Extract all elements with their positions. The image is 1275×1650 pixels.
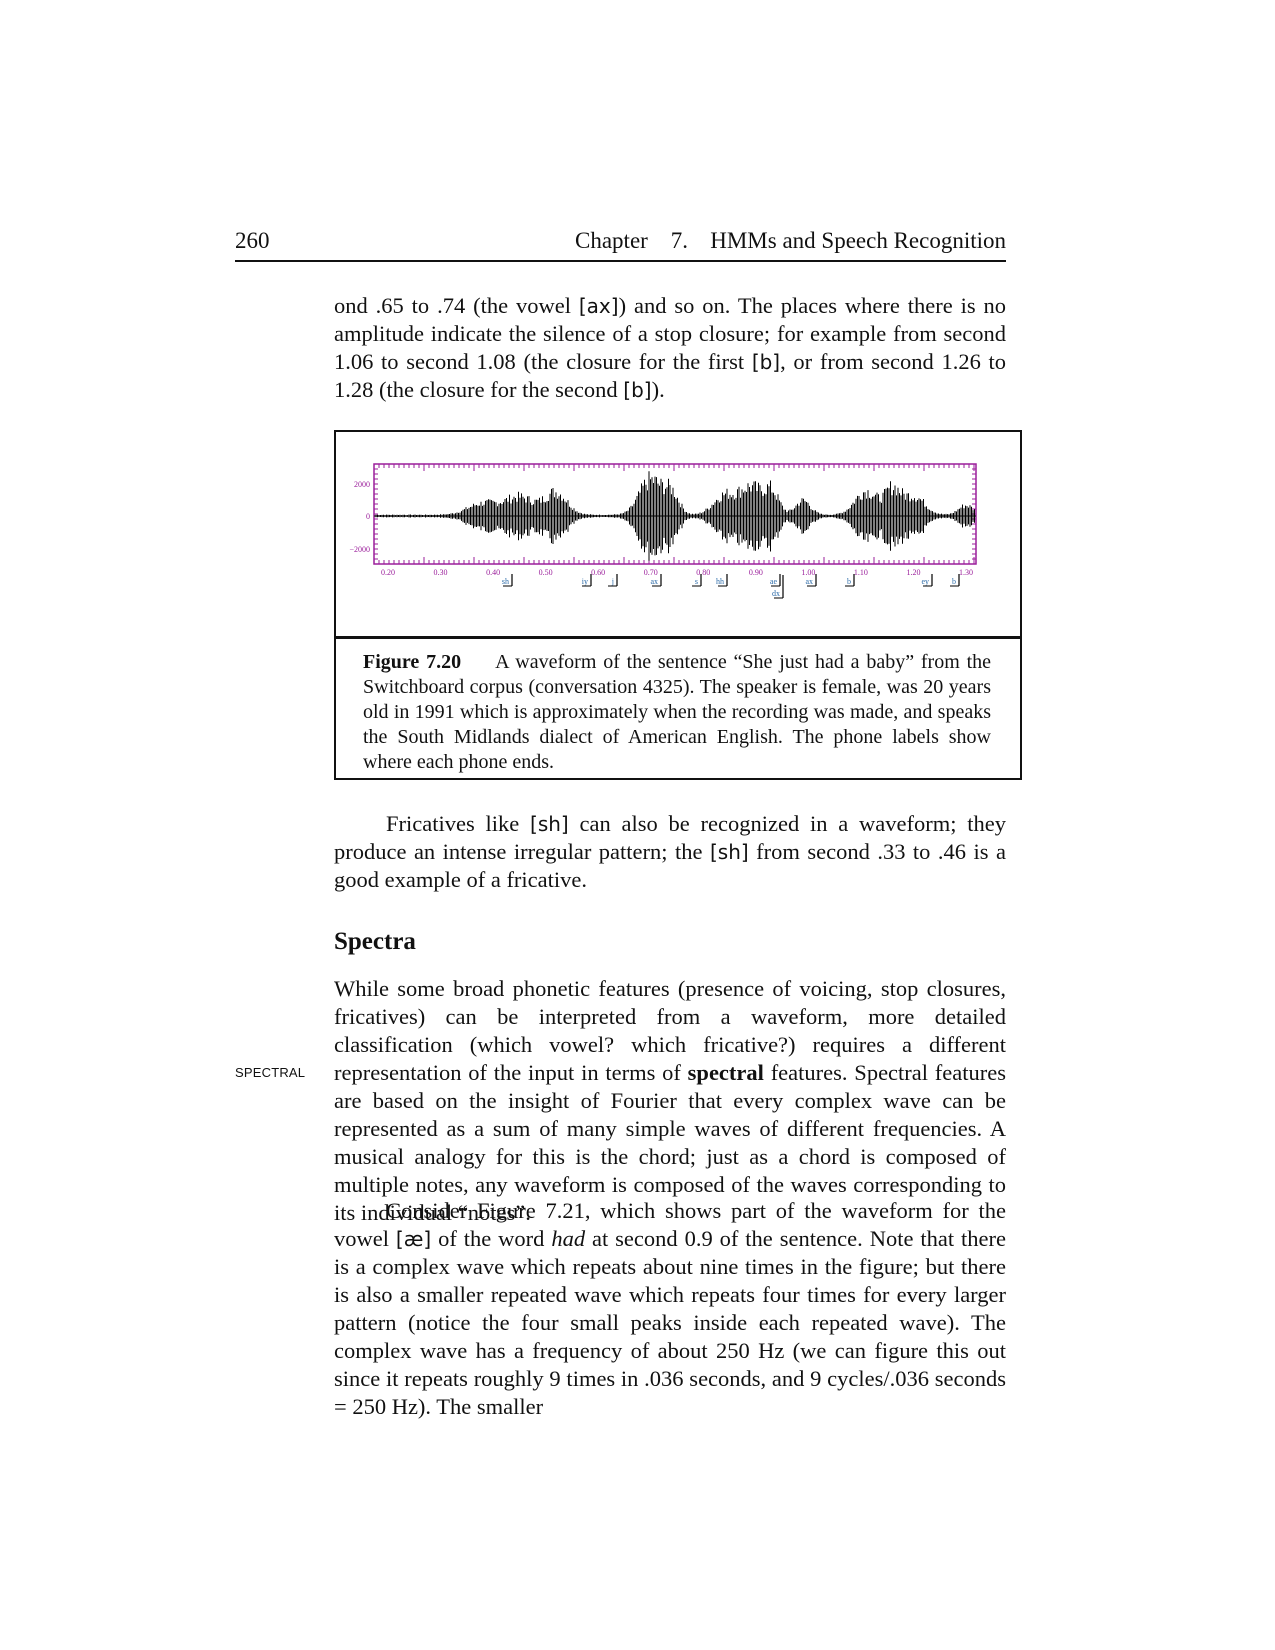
phone-label: b bbox=[847, 577, 851, 586]
y-tick-labels: 2000 0 −2000 bbox=[349, 480, 370, 554]
phone-labels: sh iy j ax s hh ae dx ax b ey b bbox=[502, 574, 960, 599]
text-run: from second .33 to .46 is a good example… bbox=[334, 839, 1006, 892]
waveform-path bbox=[375, 471, 975, 561]
figure-caption: Figure 7.20 A waveform of the sentence “… bbox=[363, 650, 991, 775]
paragraph-fricatives: Fricatives like [sh] can also be recogni… bbox=[334, 810, 1006, 894]
caption-label: Figure 7.20 bbox=[363, 651, 462, 673]
text-run: features. Spectral features are based on… bbox=[334, 1060, 1007, 1225]
phone-label: hh bbox=[716, 577, 724, 586]
phone-symbol: [b] bbox=[623, 378, 652, 402]
text-run: , or from second 1.26 to 1.28 (the closu… bbox=[334, 349, 1006, 402]
phone-label: s bbox=[695, 577, 698, 586]
x-tick-label: 0.60 bbox=[591, 568, 605, 577]
figure-caption-rule bbox=[336, 636, 1020, 639]
text-run: ). bbox=[651, 377, 665, 402]
x-tick-label: 0.20 bbox=[381, 568, 395, 577]
phone-label: iy bbox=[582, 577, 588, 586]
x-tick-label: 1.10 bbox=[854, 568, 868, 577]
x-tick-label: 1.00 bbox=[801, 568, 815, 577]
page-number: 260 bbox=[235, 228, 270, 253]
phone-label: ae bbox=[770, 577, 778, 586]
caption-text: A waveform of the sentence “She just had… bbox=[363, 651, 992, 773]
x-tick-label: 0.30 bbox=[434, 568, 448, 577]
text-run: While some broad phonetic features (pres… bbox=[334, 976, 1006, 1085]
x-tick-label: 0.40 bbox=[486, 568, 500, 577]
text-run: of the word bbox=[431, 1226, 552, 1251]
phone-label: ey bbox=[921, 577, 929, 586]
phone-label: b bbox=[952, 577, 956, 586]
text-run: Fricatives like bbox=[386, 811, 531, 836]
paragraph-continuation: ond .65 to .74 (the vowel [ax]) and so o… bbox=[334, 292, 1006, 404]
running-title: HMMs and Speech Recognition bbox=[710, 228, 1006, 253]
phone-symbol: [sh] bbox=[709, 840, 749, 864]
x-tick-label: 1.30 bbox=[959, 568, 973, 577]
paragraph-figure-ref: Consider Figure 7.21, which shows part o… bbox=[334, 1197, 1006, 1421]
y-tick-label: −2000 bbox=[349, 545, 370, 554]
phone-symbol: [b] bbox=[751, 350, 781, 374]
phone-label: j bbox=[611, 577, 614, 586]
phone-label: ax bbox=[650, 577, 658, 586]
text-run: ond .65 to .74 (the vowel bbox=[334, 293, 579, 318]
phone-label: dx bbox=[772, 589, 780, 598]
waveform-trace bbox=[374, 471, 976, 561]
italic-word: had bbox=[551, 1226, 586, 1251]
header-rule bbox=[235, 260, 1006, 262]
phone-symbol: [ax] bbox=[578, 294, 619, 318]
section-heading: Spectra bbox=[334, 928, 416, 955]
margin-note: SPECTRAL bbox=[235, 1065, 306, 1080]
text-run: can also be recognized in a waveform; th… bbox=[334, 811, 1006, 864]
x-tick-label: 0.90 bbox=[749, 568, 763, 577]
text-run: at second 0.9 of the sentence. Note that… bbox=[334, 1226, 1006, 1419]
paragraph-spectra: While some broad phonetic features (pres… bbox=[334, 975, 1006, 1227]
x-tick-label: 0.50 bbox=[539, 568, 553, 577]
phone-symbol: [æ] bbox=[395, 1227, 432, 1251]
x-tick-labels: 0.20 0.30 0.40 0.50 0.60 0.70 0.80 0.90 1.00 1.10… bbox=[381, 568, 973, 577]
x-tick-label: 0.80 bbox=[696, 568, 710, 577]
x-tick-label: 0.70 bbox=[644, 568, 658, 577]
y-tick-label: 0 bbox=[366, 512, 370, 521]
phone-label: ax bbox=[805, 577, 813, 586]
text-run: ) and so on. The places where there is n… bbox=[334, 293, 1007, 374]
figure-7-20: 2000 0 −2000 0.20 0.30 0.40 0.50 0.60 0.70 0.80 0… bbox=[334, 430, 1022, 780]
running-chapter: Chapter 7. bbox=[575, 228, 689, 253]
phone-label: sh bbox=[502, 577, 509, 586]
text-run: Consider Figure 7.21, which shows part o… bbox=[334, 1198, 1006, 1251]
phone-symbol: [sh] bbox=[530, 812, 569, 836]
y-tick-label: 2000 bbox=[354, 480, 370, 489]
bold-term: spectral bbox=[687, 1060, 764, 1085]
x-tick-label: 1.20 bbox=[906, 568, 920, 577]
